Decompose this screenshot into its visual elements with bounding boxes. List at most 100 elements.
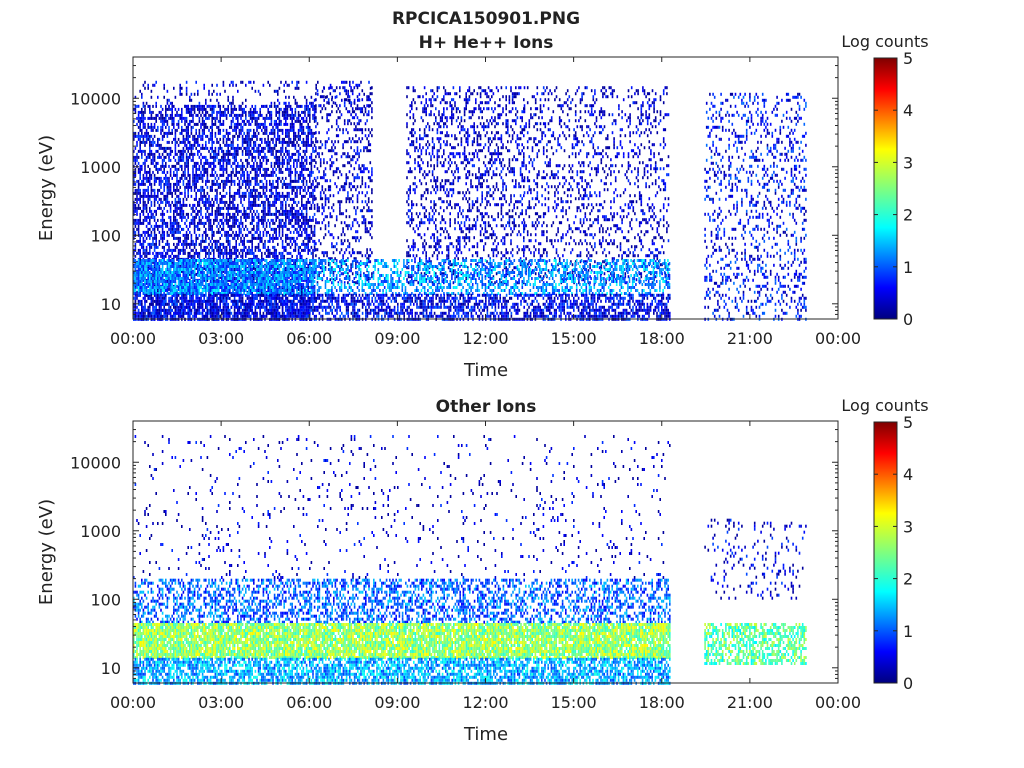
spectrogram-cell [152,156,154,159]
spectrogram-cell [160,255,162,258]
spectrogram-cell [147,165,149,168]
spectrogram-cell [176,222,178,225]
spectrogram-cell [144,234,146,237]
spectrogram-cell [176,129,178,132]
spectrogram-cell [192,174,194,177]
spectrogram-cell [143,126,145,129]
spectrogram-cell [179,201,181,204]
spectrogram-cell [187,174,189,177]
spectrogram-cell [149,126,151,129]
spectrogram-cell [171,309,173,312]
spectrogram-cell [191,153,193,156]
spectrogram-cell [176,255,178,258]
spectrogram-cell [143,231,145,234]
spectrogram-cell [157,192,159,195]
spectrogram-cell [155,114,157,117]
spectrogram-cell [141,255,143,258]
spectrogram-cell [168,216,170,219]
spectrogram-cell [139,189,141,192]
spectrogram-cell [147,252,149,255]
spectrogram-cell [165,117,167,120]
spectrogram-cell [199,252,201,255]
spectrogram-cell [154,246,156,249]
spectrogram-cell [178,138,180,141]
spectrogram-cell [167,153,169,156]
spectrogram-cell [141,300,143,303]
spectrogram-cell [136,141,138,144]
spectrogram-cell [168,303,170,306]
spectrogram-cell [139,138,141,141]
spectrogram-cell [138,207,140,210]
spectrogram-cell [147,216,149,219]
spectrogram-cell [160,213,162,216]
spectrogram-cell [143,246,145,249]
spectrogram-cell [171,129,173,132]
spectrogram-cell [146,135,148,138]
spectrogram-cell [149,135,151,138]
spectrogram-cell [189,252,191,255]
spectrogram-cell [147,243,149,246]
spectrogram-cell [194,246,196,249]
spectrogram-cell [152,228,154,231]
spectrogram-cell [152,171,154,174]
spectrogram-cell [139,252,141,255]
spectrogram-cell [200,195,202,198]
spectrogram-cell [181,156,183,159]
spectrogram-cell [157,228,159,231]
spectrogram-cell [189,123,191,126]
spectrogram-cell [143,177,145,180]
spectrogram-cell [179,192,181,195]
spectrogram-cell [176,174,178,177]
spectrogram-cell [167,210,169,213]
spectrogram-cell [173,183,175,186]
spectrogram-cell [200,186,202,189]
spectrogram-cell [183,141,185,144]
spectrogram-cell [175,246,177,249]
spectrogram-cell [163,183,165,186]
spectrogram-cell [195,165,197,168]
spectrogram-cell [181,174,183,177]
spectrogram-cell [168,309,170,312]
spectrogram-cell [184,144,186,147]
spectrogram-cell [143,105,145,108]
spectrogram-cell [175,219,177,222]
spectrogram-cell [141,108,143,111]
spectrogram-cell [146,180,148,183]
spectrogram-cell [157,138,159,141]
spectrogram-cell [191,237,193,240]
figure-title: RPCICA150901.PNG [392,9,580,29]
spectrogram-cell [183,150,185,153]
spectrogram-cell [183,153,185,156]
spectrogram-cell [139,171,141,174]
spectrogram-cell [195,186,197,189]
spectrogram-cell [181,126,183,129]
spectrogram-cell [146,216,148,219]
spectrogram-cell [183,213,185,216]
spectrogram-cell [173,126,175,129]
spectrogram-cell [155,309,157,312]
spectrogram-cell [191,300,193,303]
spectrogram-cell [202,117,204,120]
spectrogram-cell [197,108,199,111]
spectrogram-cell [176,246,178,249]
panel-h-he-ions: H+ He++ Ions 00:00 03:00 06:00 09:00 12:00 15… [36,32,929,381]
spectrogram-cell [157,255,159,258]
spectrogram-cell [165,252,167,255]
spectrogram-cell [199,189,201,192]
spectrogram-cell [178,252,180,255]
spectrogram-cell [202,120,204,123]
spectrogram-cell [175,165,177,168]
spectrogram-cell [175,141,177,144]
spectrogram-cell [149,147,151,150]
spectrogram-cell [157,171,159,174]
spectrogram-cell [139,198,141,201]
spectrogram-cell [184,309,186,312]
spectrogram-cell [149,195,151,198]
spectrogram-cell [171,231,173,234]
spectrogram-cell [183,246,185,249]
spectrogram-cell [149,309,151,312]
spectrogram-cell [199,219,201,222]
spectrogram-cell [183,135,185,138]
spectrogram-cell [194,216,196,219]
spectrogram-cell [162,162,164,165]
